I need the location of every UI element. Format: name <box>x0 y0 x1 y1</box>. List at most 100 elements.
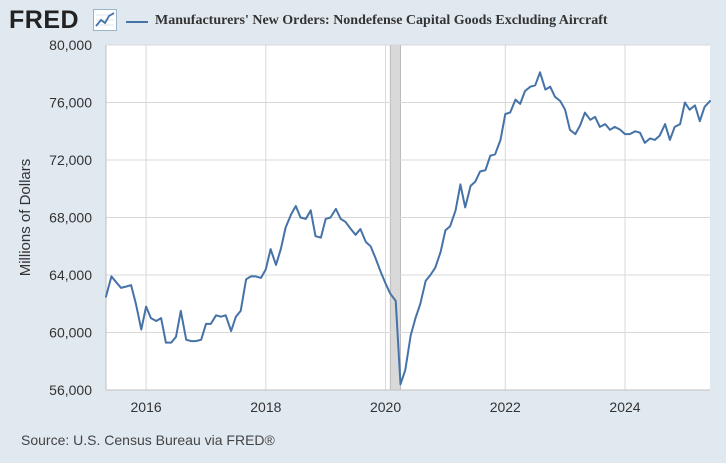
data-point[interactable] <box>189 339 194 344</box>
data-point[interactable] <box>518 101 523 106</box>
data-point[interactable] <box>174 334 179 339</box>
data-point[interactable] <box>148 316 153 321</box>
data-point[interactable] <box>488 153 493 158</box>
data-point[interactable] <box>563 107 568 112</box>
series-line[interactable] <box>105 71 711 386</box>
data-point[interactable] <box>558 99 563 104</box>
data-point[interactable] <box>298 215 303 220</box>
data-point[interactable] <box>233 314 238 319</box>
data-point[interactable] <box>493 152 498 157</box>
data-point[interactable] <box>388 291 393 296</box>
data-point[interactable] <box>159 316 164 321</box>
data-point[interactable] <box>533 83 538 88</box>
data-point[interactable] <box>208 321 213 326</box>
data-point[interactable] <box>702 104 707 109</box>
data-point[interactable] <box>124 284 129 289</box>
data-point[interactable] <box>603 122 608 127</box>
data-point[interactable] <box>567 127 572 132</box>
data-point[interactable] <box>573 132 578 137</box>
data-point[interactable] <box>528 84 533 89</box>
data-point[interactable] <box>278 247 283 252</box>
data-point[interactable] <box>682 100 687 105</box>
data-point[interactable] <box>318 235 323 240</box>
data-point[interactable] <box>498 137 503 142</box>
data-point[interactable] <box>313 234 318 239</box>
data-point[interactable] <box>678 122 683 127</box>
data-point[interactable] <box>253 274 258 279</box>
data-point[interactable] <box>214 313 219 318</box>
data-point[interactable] <box>154 319 159 324</box>
fred-logo[interactable]: FRED <box>9 6 80 34</box>
data-point[interactable] <box>373 255 378 260</box>
data-point[interactable] <box>428 273 433 278</box>
data-point[interactable] <box>139 327 144 332</box>
data-point[interactable] <box>413 316 418 321</box>
data-point[interactable] <box>178 308 183 313</box>
data-point[interactable] <box>438 250 443 255</box>
data-point[interactable] <box>288 212 293 217</box>
data-point[interactable] <box>338 216 343 221</box>
data-point[interactable] <box>697 119 702 124</box>
data-point[interactable] <box>478 169 483 174</box>
data-point[interactable] <box>667 137 672 142</box>
data-point[interactable] <box>708 99 713 104</box>
data-point[interactable] <box>244 277 249 282</box>
data-point[interactable] <box>398 382 403 387</box>
data-point[interactable] <box>293 204 298 209</box>
data-point[interactable] <box>468 183 473 188</box>
data-point[interactable] <box>503 112 508 117</box>
data-point[interactable] <box>303 216 308 221</box>
data-point[interactable] <box>358 227 363 232</box>
data-point[interactable] <box>597 124 602 129</box>
data-point[interactable] <box>473 179 478 184</box>
data-point[interactable] <box>543 87 548 92</box>
data-point[interactable] <box>608 127 613 132</box>
data-point[interactable] <box>537 70 542 75</box>
data-point[interactable] <box>199 337 204 342</box>
data-point[interactable] <box>163 340 168 345</box>
data-point[interactable] <box>343 219 348 224</box>
data-point[interactable] <box>104 294 109 299</box>
data-point[interactable] <box>333 206 338 211</box>
data-point[interactable] <box>368 244 373 249</box>
data-point[interactable] <box>548 84 553 89</box>
data-point[interactable] <box>652 137 657 142</box>
data-point[interactable] <box>582 110 587 115</box>
data-point[interactable] <box>448 224 453 229</box>
data-point[interactable] <box>423 278 428 283</box>
data-point[interactable] <box>433 265 438 270</box>
data-point[interactable] <box>663 122 668 127</box>
data-point[interactable] <box>693 103 698 108</box>
data-point[interactable] <box>193 339 198 344</box>
data-point[interactable] <box>238 308 243 313</box>
data-point[interactable] <box>418 301 423 306</box>
data-point[interactable] <box>328 215 333 220</box>
data-point[interactable] <box>588 117 593 122</box>
data-point[interactable] <box>248 274 253 279</box>
data-point[interactable] <box>633 129 638 134</box>
data-point[interactable] <box>378 270 383 275</box>
data-point[interactable] <box>637 130 642 135</box>
data-point[interactable] <box>593 114 598 119</box>
data-point[interactable] <box>223 313 228 318</box>
data-point[interactable] <box>408 333 413 338</box>
data-point[interactable] <box>552 94 557 99</box>
data-point[interactable] <box>672 124 677 129</box>
data-point[interactable] <box>453 208 458 213</box>
data-point[interactable] <box>578 123 583 128</box>
data-point[interactable] <box>184 337 189 342</box>
data-point[interactable] <box>218 314 223 319</box>
data-point[interactable] <box>513 97 518 102</box>
data-point[interactable] <box>348 227 353 232</box>
data-point[interactable] <box>109 274 114 279</box>
data-point[interactable] <box>229 329 234 334</box>
data-point[interactable] <box>274 262 279 267</box>
data-point[interactable] <box>129 283 134 288</box>
data-point[interactable] <box>622 132 627 137</box>
data-point[interactable] <box>268 247 273 252</box>
data-point[interactable] <box>648 136 653 141</box>
data-point[interactable] <box>203 321 208 326</box>
data-point[interactable] <box>114 280 119 285</box>
data-point[interactable] <box>259 275 264 280</box>
